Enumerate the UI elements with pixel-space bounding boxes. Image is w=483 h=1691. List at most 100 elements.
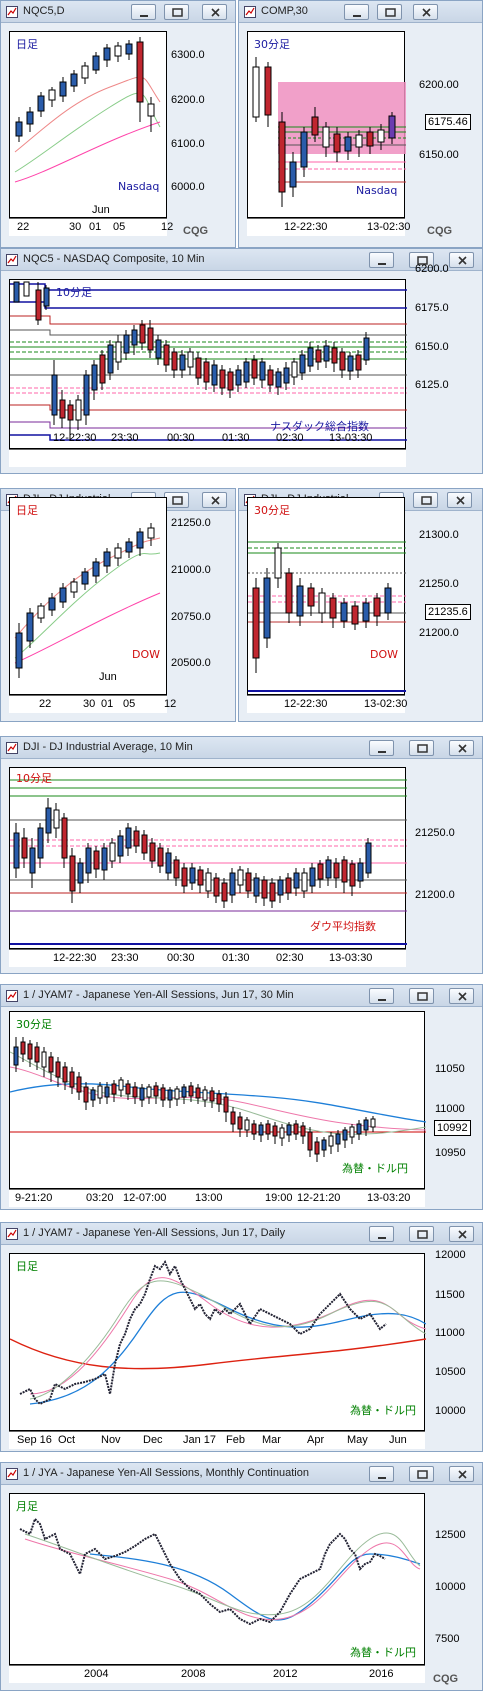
time-label: 19:00 <box>265 1192 293 1204</box>
time-label: 01 <box>101 698 114 710</box>
month-label: Jun <box>99 671 117 683</box>
price-plot[interactable]: 30分足 為替・ドル円 <box>9 1011 426 1189</box>
close-button[interactable] <box>449 988 474 1004</box>
titlebar[interactable]: NQC5,D <box>1 1 235 23</box>
window-title: 1 / JYAM7 - Japanese Yen-All Sessions, J… <box>23 1227 286 1239</box>
restore-button[interactable] <box>409 988 434 1004</box>
restore-button[interactable] <box>164 4 189 20</box>
candles <box>14 37 161 183</box>
time-label: 01 <box>89 221 102 233</box>
restore-button[interactable] <box>409 1226 434 1242</box>
price-plot[interactable]: 日足 為替・ドル円 <box>9 1253 426 1431</box>
restore-button[interactable] <box>413 492 438 508</box>
price-label: 21250.0 <box>419 578 459 590</box>
time-axis <box>9 1665 425 1683</box>
time-label: 00:30 <box>167 952 195 964</box>
price-label: 6150.0 <box>415 341 449 353</box>
price-plot[interactable]: 30分足 DOW <box>247 497 406 695</box>
price-plot[interactable]: 10分足 ナスダック総合指数 <box>9 279 407 449</box>
price-label: 6200.0 <box>415 263 449 275</box>
panel-nqc5-10min: NQC5 - NASDAQ Composite, 10 Min <box>0 248 483 474</box>
panel-dji-10min: DJI - DJ Industrial Average, 10 Min <box>0 736 483 974</box>
restore-button[interactable] <box>409 252 434 268</box>
time-label: 2016 <box>369 1668 394 1680</box>
comp-candles <box>252 57 396 207</box>
candles <box>10 1259 426 1406</box>
panel-dji-30: DJI - DJ Industrial ... <box>238 488 483 722</box>
instrument-label: ナスダック総合指数 <box>270 420 369 433</box>
time-label: May <box>347 1434 368 1446</box>
period-label: 月足 <box>16 1500 38 1513</box>
time-label: 13-03:30 <box>329 432 373 444</box>
minimize-button[interactable] <box>369 988 394 1004</box>
panel-jyam7-daily: 1 / JYAM7 - Japanese Yen-All Sessions, J… <box>0 1222 483 1452</box>
time-label: 02:30 <box>276 432 304 444</box>
time-axis <box>9 218 167 236</box>
minimize-button[interactable] <box>369 252 394 268</box>
cqg-logo: CQG <box>427 225 453 237</box>
price-plot[interactable]: 10分足 ダウ平均指数 <box>9 767 407 949</box>
restore-button[interactable] <box>409 740 434 756</box>
time-label: Oct <box>58 1434 76 1446</box>
close-button[interactable] <box>413 4 438 20</box>
price-plot[interactable]: 日足 Nasdaq <box>9 31 167 218</box>
minimize-button[interactable] <box>369 1466 394 1482</box>
price-label: 20500.0 <box>171 657 211 669</box>
time-label: Mar <box>262 1434 281 1446</box>
close-button[interactable] <box>449 740 474 756</box>
restore-button[interactable] <box>377 4 402 20</box>
titlebar[interactable]: 1 / JYA - Japanese Yen-All Sessions, Mon… <box>1 1463 482 1485</box>
cqg-logo: CQG <box>433 1673 459 1685</box>
candles <box>248 541 406 692</box>
price-plot[interactable]: 30分足 Nasdaq <box>247 31 406 218</box>
close-button[interactable] <box>447 492 472 508</box>
time-axis <box>247 695 405 713</box>
restore-button[interactable] <box>409 1466 434 1482</box>
time-label: 13-02:30 <box>364 698 408 710</box>
time-label: 30 <box>69 221 82 233</box>
last-price-value: 21235.6 <box>425 604 471 620</box>
price-label: 21250.0 <box>171 517 211 529</box>
titlebar[interactable]: COMP,30 <box>239 1 482 23</box>
time-axis <box>9 449 406 467</box>
titlebar[interactable]: 1 / JYAM7 - Japanese Yen-All Sessions, J… <box>1 985 482 1007</box>
titlebar[interactable]: NQC5 - NASDAQ Composite, 10 Min <box>1 249 482 271</box>
close-button[interactable] <box>449 1226 474 1242</box>
candles <box>19 1517 421 1626</box>
period-label: 30分足 <box>254 504 290 517</box>
minimize-button[interactable] <box>131 4 156 20</box>
close-button[interactable] <box>202 4 227 20</box>
titlebar[interactable]: DJI - DJ Industrial Average, 10 Min <box>1 737 482 759</box>
price-label: 6150.00 <box>419 149 459 161</box>
time-label: 02:30 <box>276 952 304 964</box>
price-label: 6200.00 <box>419 79 459 91</box>
time-label: 13-03:30 <box>329 952 373 964</box>
time-label: 30 <box>83 698 96 710</box>
daily-candles <box>15 37 155 142</box>
time-label: 2008 <box>181 1668 206 1680</box>
close-button[interactable] <box>449 252 474 268</box>
minimize-button[interactable] <box>344 4 369 20</box>
minimize-button[interactable] <box>369 740 394 756</box>
time-label: 23:30 <box>111 952 139 964</box>
time-label: 01:30 <box>222 432 250 444</box>
price-plot[interactable]: 日足 DOW <box>9 497 167 695</box>
period-label: 日足 <box>16 38 38 51</box>
titlebar[interactable]: 1 / JYAM7 - Japanese Yen-All Sessions, J… <box>1 1223 482 1245</box>
minimize-button[interactable] <box>369 1226 394 1242</box>
price-label: 10500 <box>435 1366 466 1378</box>
chart-window-icon <box>244 6 256 18</box>
time-label: 23:30 <box>111 432 139 444</box>
time-label: 05 <box>123 698 136 710</box>
period-label: 日足 <box>16 1260 38 1273</box>
close-button[interactable] <box>202 492 227 508</box>
time-axis <box>9 1189 425 1207</box>
close-button[interactable] <box>449 1466 474 1482</box>
price-plot[interactable]: 月足 為替・ドル円 <box>9 1493 425 1665</box>
price-label: 11000 <box>435 1327 465 1339</box>
price-label: 21300.0 <box>419 529 459 541</box>
time-label: 13-02:30 <box>367 221 411 233</box>
price-label: 10000 <box>435 1581 466 1593</box>
panel-dji-daily: DJI - DJ Industrial ... <box>0 488 236 722</box>
candles <box>10 779 407 945</box>
